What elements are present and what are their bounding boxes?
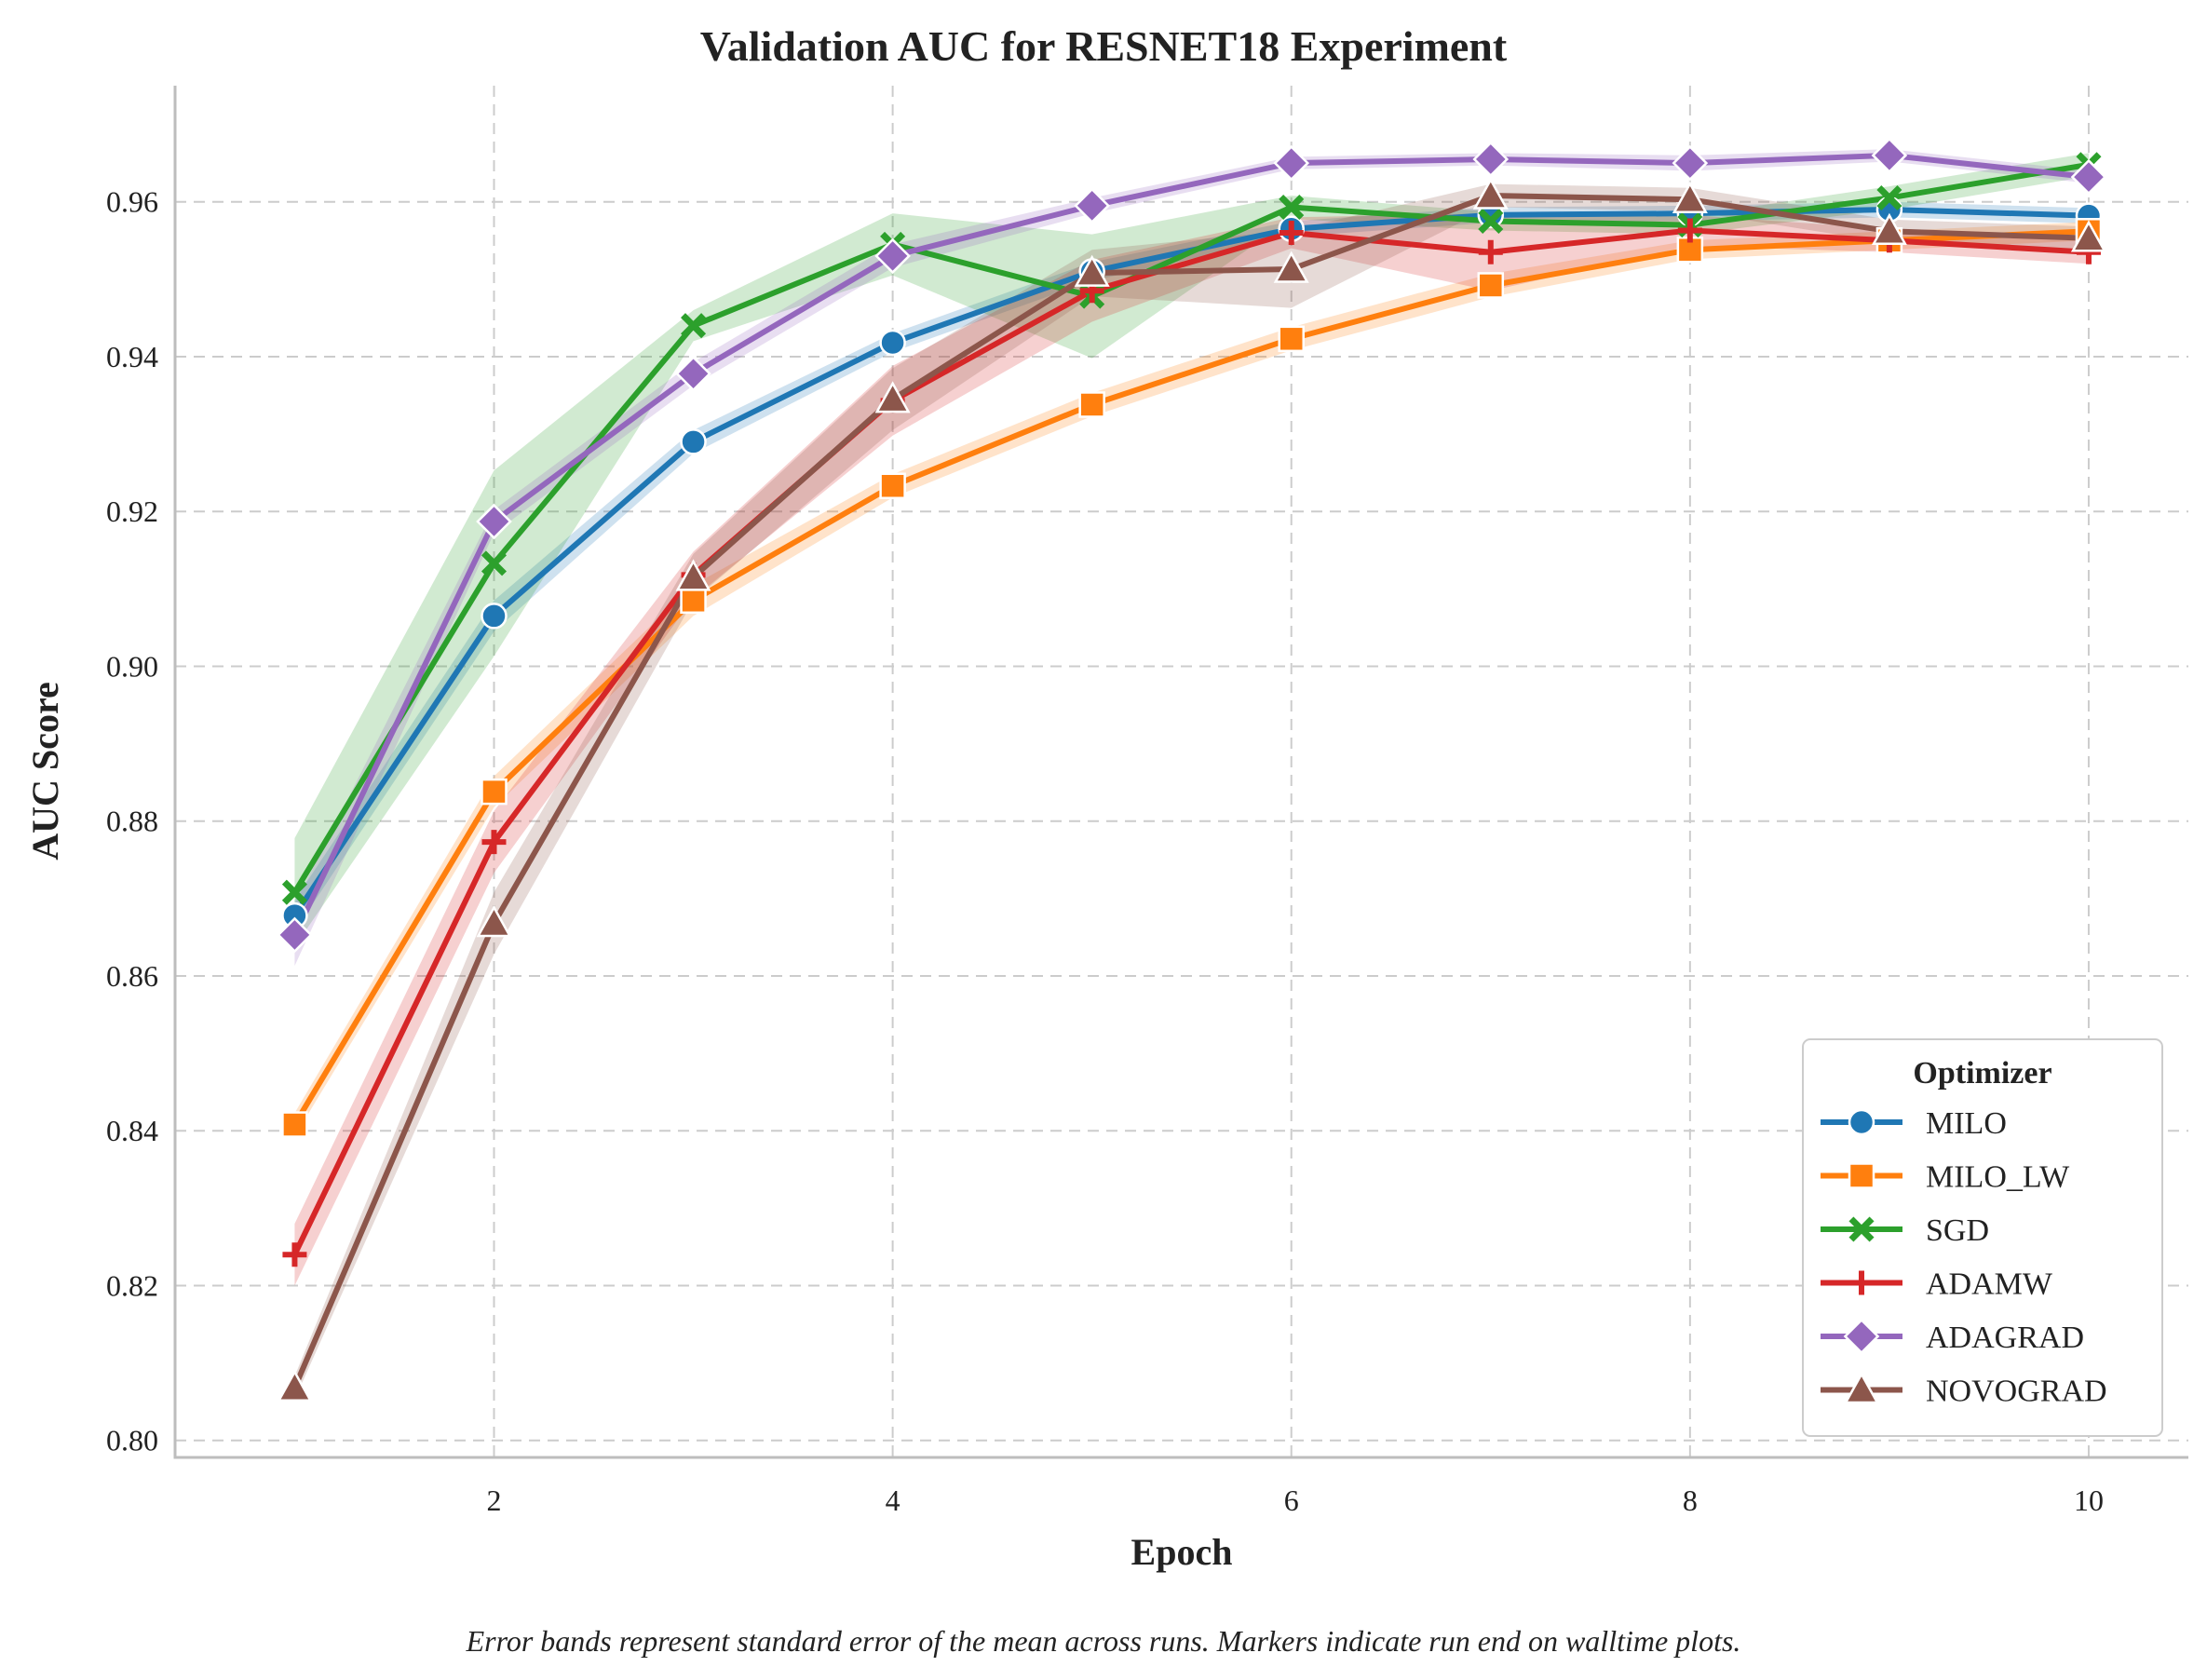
data-point-adamw: [1478, 239, 1503, 264]
series-line-adagrad: [291, 152, 2092, 938]
data-point-novograd: [277, 1369, 313, 1402]
data-point-novograd: [874, 381, 911, 413]
legend-label: MILO: [1926, 1106, 2007, 1141]
y-tick-label: 0.92: [106, 495, 158, 528]
data-point-adagrad: [2070, 158, 2107, 196]
legend-label: ADAMW: [1926, 1267, 2053, 1302]
x-tick-label: 8: [1683, 1484, 1698, 1517]
data-point-milo-lw: [1278, 325, 1305, 353]
data-point-adagrad: [1273, 144, 1310, 182]
error-band-milo-lw: [294, 222, 2089, 1137]
data-point-adagrad: [1672, 144, 1709, 182]
legend-label: NOVOGRAD: [1926, 1375, 2107, 1409]
chart-caption: Error bands represent standard error of …: [466, 1624, 1741, 1658]
data-point-milo: [680, 428, 707, 455]
legend-label: MILO_LW: [1926, 1160, 2070, 1195]
series-markers: [277, 137, 2107, 1402]
data-point-adagrad: [1472, 141, 1510, 178]
data-point-milo: [879, 329, 906, 357]
legend-entry-novograd: NOVOGRAD: [1821, 1372, 2107, 1409]
x-tick-labels: 2 4 6 8 10: [486, 1484, 2103, 1517]
x-tick-label: 10: [2074, 1484, 2104, 1517]
data-point-novograd: [1074, 254, 1110, 287]
axis-spines: [173, 86, 2188, 1459]
data-point-adagrad: [874, 237, 911, 275]
y-axis-label: AUC Score: [24, 682, 66, 860]
x-tick-label: 2: [486, 1484, 501, 1517]
data-point-milo-lw: [879, 472, 906, 500]
series-line-novograd: [291, 193, 2092, 1391]
data-point-milo-lw: [680, 587, 707, 615]
legend-entry-adamw: ADAMW: [1821, 1267, 2053, 1302]
y-tick-label: 0.90: [106, 649, 158, 683]
series-line-adamw: [291, 227, 2092, 1258]
data-point-adamw: [282, 1242, 307, 1267]
data-point-adagrad: [1074, 187, 1110, 224]
series-line-milo-lw: [291, 228, 2092, 1128]
legend-marker-swatch: [1849, 1270, 1874, 1295]
data-point-adagrad: [277, 916, 313, 954]
x-tick-label: 6: [1284, 1484, 1299, 1517]
y-tick-label: 0.86: [106, 959, 158, 993]
legend-marker-swatch: [1848, 1162, 1875, 1189]
y-tick-label: 0.94: [106, 340, 158, 373]
data-point-adamw: [1677, 218, 1702, 243]
y-tick-labels: 0.80 0.82 0.84 0.86 0.88 0.90 0.92 0.94 0.96: [106, 185, 158, 1457]
data-point-milo-lw: [281, 1111, 308, 1138]
legend-marker-swatch: [1843, 1318, 1880, 1355]
data-point-adamw: [481, 830, 507, 855]
series-lines: [291, 152, 2092, 1391]
data-point-adamw: [1279, 220, 1304, 245]
error-bands: [294, 149, 2089, 1400]
data-point-sgd: [481, 550, 508, 576]
legend-label: SGD: [1926, 1213, 1989, 1248]
y-tick-label: 0.82: [106, 1268, 158, 1302]
legend-entry-milo-lw: MILO_LW: [1821, 1160, 2070, 1195]
data-point-milo-lw: [481, 778, 508, 806]
legend-marker-swatch: [1843, 1372, 1880, 1404]
error-band-adagrad: [294, 149, 2089, 967]
legend-marker-swatch: [1848, 1216, 1875, 1242]
legend-entry-adagrad: ADAGRAD: [1821, 1318, 2084, 1355]
legend-title: Optimizer: [1913, 1056, 2051, 1091]
data-point-novograd: [675, 559, 711, 591]
data-point-novograd: [1273, 251, 1309, 283]
legend: Optimizer MILO MILO_LW SGD ADAMW ADAGRAD NOVO…: [1802, 1038, 2163, 1437]
y-tick-label: 0.88: [106, 805, 158, 838]
data-point-adagrad: [476, 503, 512, 540]
x-axis-label: Epoch: [1131, 1531, 1233, 1573]
chart-title: Validation AUC for RESNET18 Experiment: [700, 22, 1508, 70]
legend-entries: MILO MILO_LW SGD ADAMW ADAGRAD NOVOGRAD: [1821, 1106, 2107, 1409]
data-point-sgd: [1876, 185, 1902, 211]
data-point-milo: [481, 603, 508, 630]
data-point-milo-lw: [1477, 272, 1505, 299]
data-point-novograd: [2070, 220, 2106, 252]
data-point-novograd: [1672, 181, 1708, 213]
legend-entry-sgd: SGD: [1821, 1213, 1989, 1248]
y-tick-label: 0.84: [106, 1114, 158, 1147]
legend-entry-milo: MILO: [1821, 1106, 2007, 1141]
legend-marker-swatch: [1848, 1108, 1875, 1136]
data-point-sgd: [681, 313, 707, 339]
data-point-sgd: [1478, 208, 1504, 234]
y-tick-label: 0.80: [106, 1424, 158, 1457]
x-tick-label: 4: [886, 1484, 900, 1517]
data-point-novograd: [1871, 212, 1907, 246]
data-point-sgd: [281, 879, 307, 905]
data-point-novograd: [476, 904, 512, 938]
legend-label: ADAGRAD: [1926, 1321, 2084, 1355]
data-point-sgd: [1279, 194, 1305, 221]
y-tick-label: 0.96: [106, 185, 158, 219]
data-point-adagrad: [675, 355, 711, 392]
data-point-adagrad: [1871, 137, 1908, 174]
data-point-novograd: [1472, 177, 1509, 210]
data-point-milo-lw: [1078, 391, 1105, 418]
